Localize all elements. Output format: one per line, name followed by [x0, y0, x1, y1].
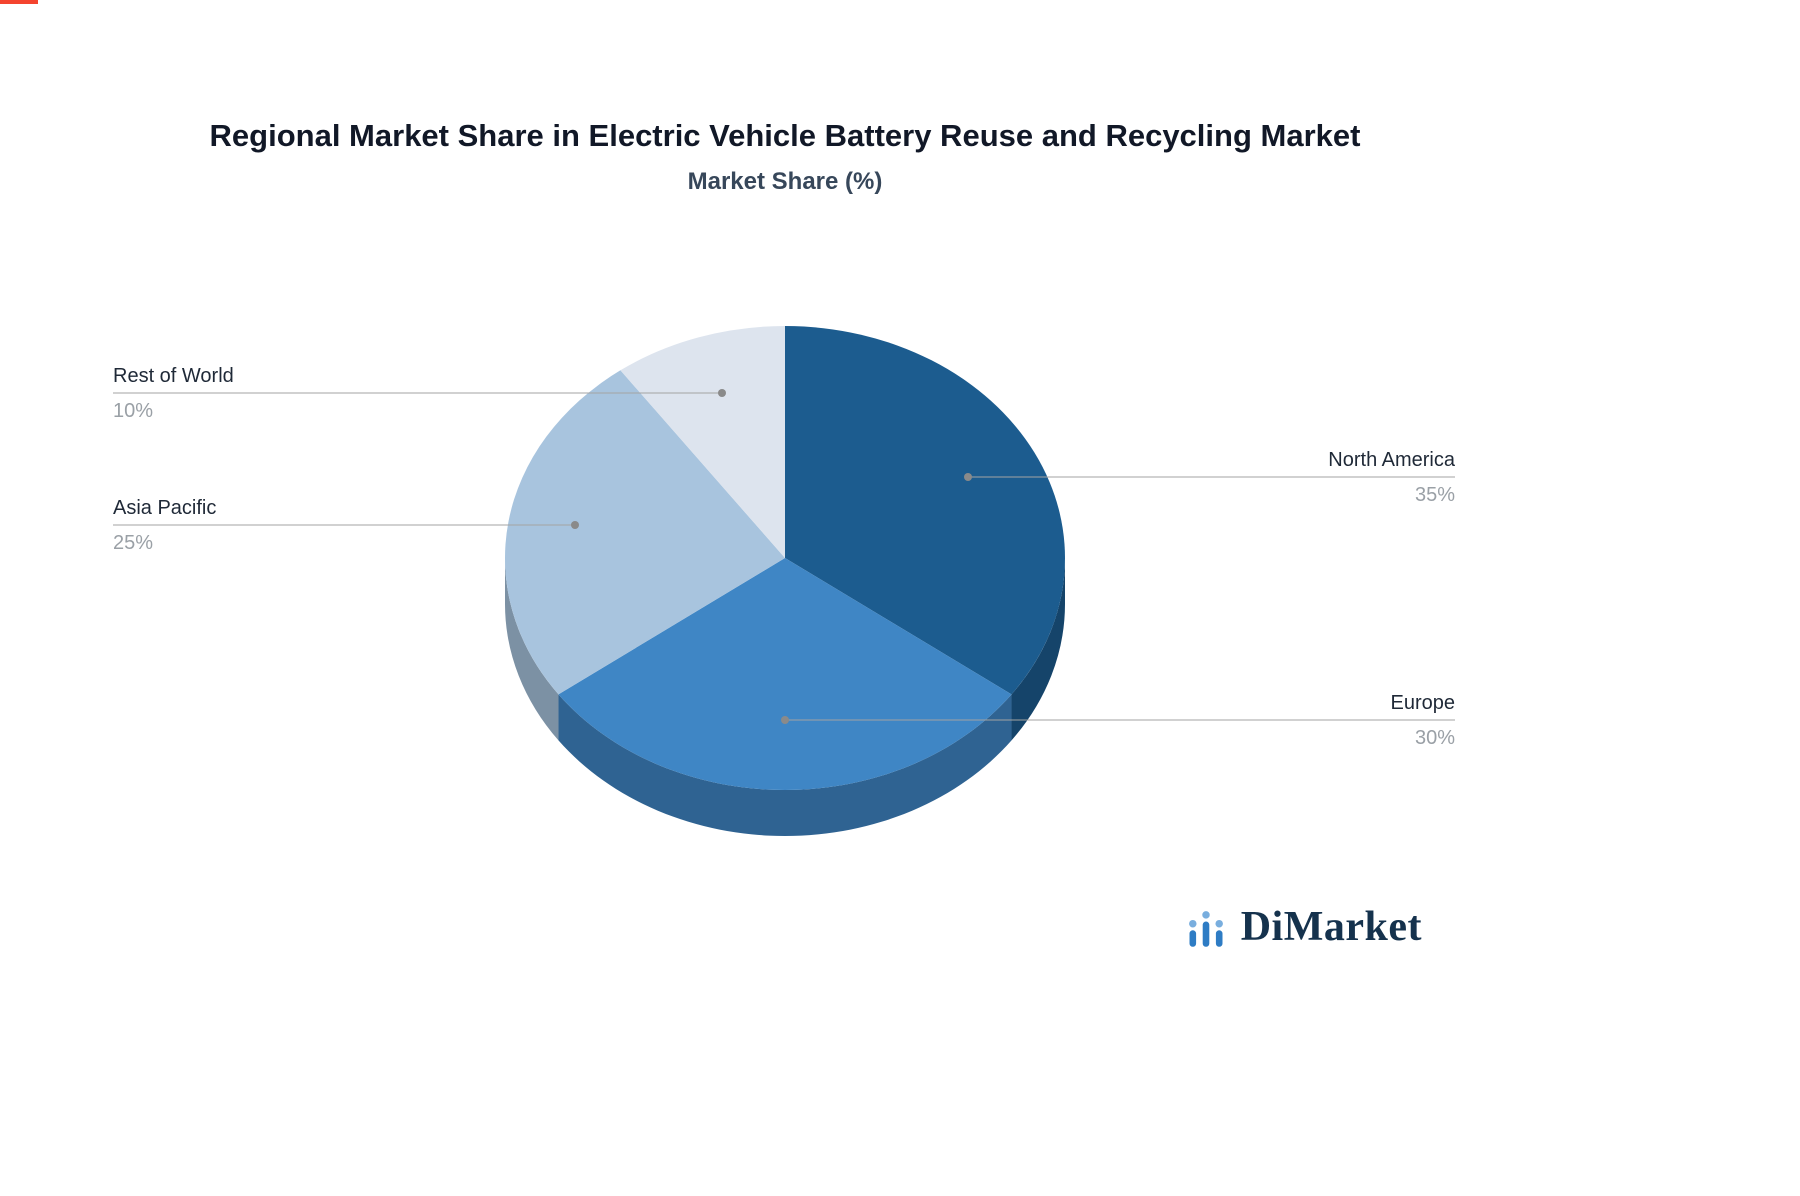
- pie-slice-asia-pacific: [505, 370, 785, 695]
- slice-label-name: North America: [1328, 449, 1455, 471]
- leader-europe: [781, 716, 1455, 724]
- pie-slice-rest-of-world: [620, 326, 785, 558]
- pie-slice-europe: [558, 558, 1012, 790]
- brand-logo: DiMarket: [1183, 903, 1422, 951]
- slice-label-name: Asia Pacific: [113, 497, 217, 519]
- slice-label-north-america: North America 35%: [1328, 447, 1455, 508]
- slice-label-asia-pacific: Asia Pacific 25%: [113, 495, 216, 556]
- leader-dot: [964, 473, 972, 481]
- slice-label-europe: Europe 30%: [1391, 690, 1456, 751]
- pie-slice-side-asia-pacific: [505, 558, 559, 741]
- leader-dot: [781, 716, 789, 724]
- pie-slice-side-europe: [558, 694, 1012, 836]
- slice-label-rest-of-world: Rest of World 10%: [113, 363, 234, 424]
- slice-label-value: 35%: [1414, 484, 1455, 506]
- slice-label-name: Rest of World: [113, 365, 234, 387]
- pie-slice-north-america: [785, 326, 1065, 695]
- chart-title: Regional Market Share in Electric Vehicl…: [209, 118, 1361, 153]
- slice-label-value: 25%: [113, 532, 154, 554]
- chart-subtitle: Market Share (%): [687, 168, 883, 195]
- leader-dot: [718, 389, 726, 397]
- brand-chart-icon: [1188, 911, 1223, 947]
- slice-label-name: Europe: [1390, 692, 1456, 714]
- slice-label-value: 10%: [113, 400, 154, 422]
- top-accent-bar: [0, 0, 38, 4]
- leader-dot: [571, 521, 579, 529]
- slice-label-value: 30%: [1414, 727, 1455, 749]
- brand-name: DiMarket: [1240, 904, 1422, 950]
- pie-slice-side-north-america: [1011, 558, 1065, 741]
